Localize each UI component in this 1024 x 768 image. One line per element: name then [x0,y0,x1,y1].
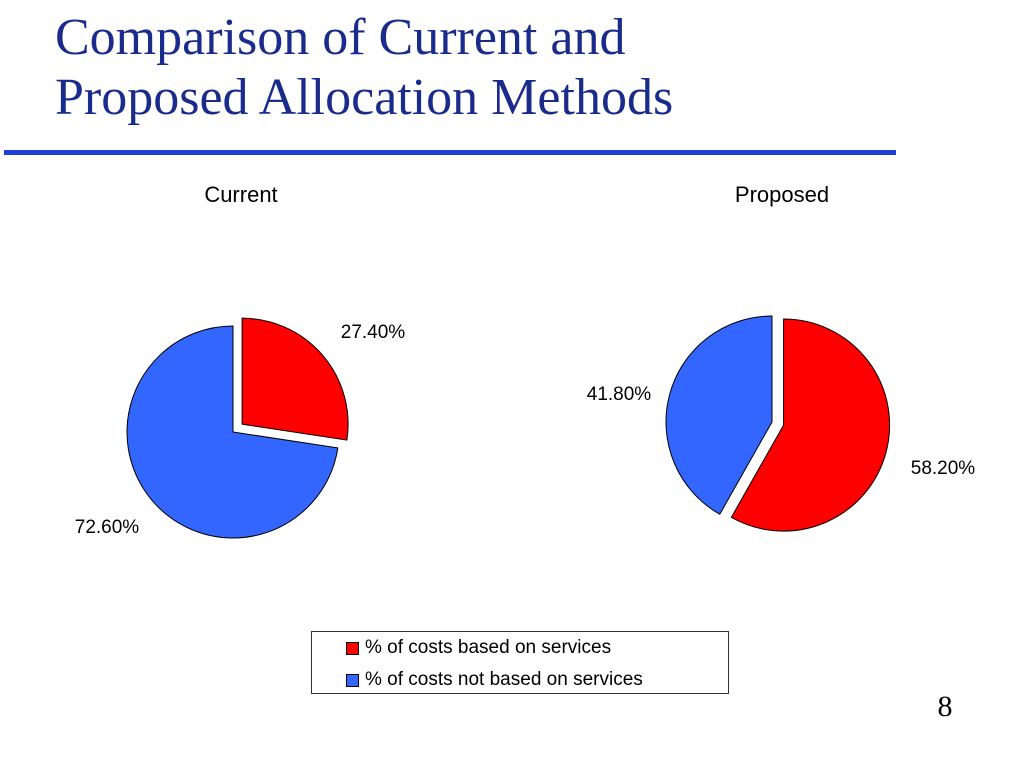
legend-label-services: % of costs based on services [365,637,612,658]
chart-legend: % of costs based on services % of costs … [311,631,729,694]
data-label-current-not-services: 72.60% [75,517,140,538]
data-label-proposed-not-services: 41.80% [587,384,652,405]
slide-title-line-2: Proposed Allocation Methods [55,69,674,126]
legend-item-services: % of costs based on services [346,636,611,660]
pie-slice-proposed-not-services [665,315,773,515]
page-number: 8 [937,690,953,723]
legend-label-not-services: % of costs not based on services [365,669,643,690]
pie-chart-current: Current 27.40% 72.60% [75,182,406,539]
pie-slice-proposed-services [730,318,891,532]
data-label-proposed-services: 58.20% [911,458,976,479]
data-label-current-services: 27.40% [341,322,406,343]
pie-chart-proposed: Proposed 58.20% 41.80% [587,182,976,532]
slide-title: Comparison of Current and Proposed Alloc… [55,8,955,128]
legend-swatch-red [346,641,359,655]
pie-slice-current-services [241,317,349,441]
legend-item-not-services: % of costs not based on services [346,668,643,692]
pie-slice-current-not-services [126,325,339,539]
title-underline [4,150,896,155]
slide-title-line-1: Comparison of Current and [55,9,626,66]
chart-title-proposed: Proposed [735,182,829,207]
legend-swatch-blue [346,673,359,687]
chart-title-current: Current [204,182,277,207]
